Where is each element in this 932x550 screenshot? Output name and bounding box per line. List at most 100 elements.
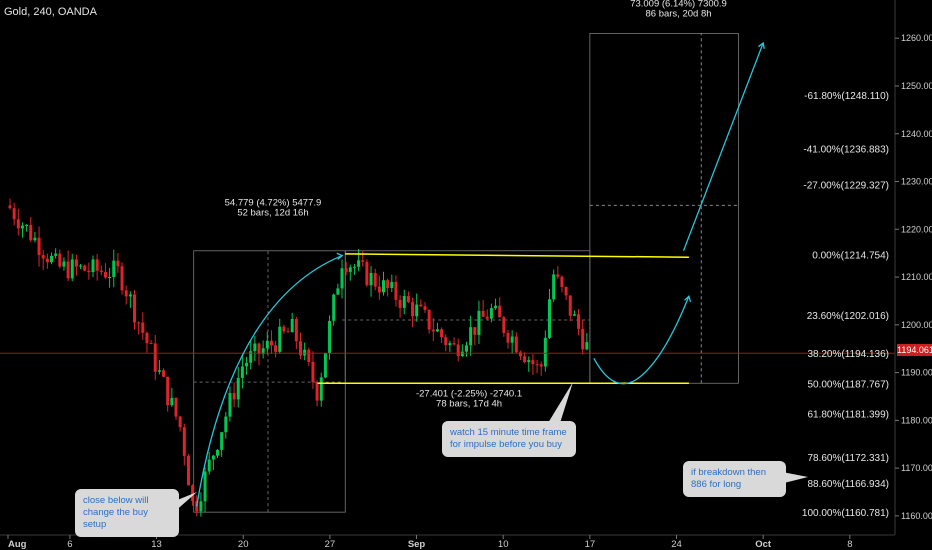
- measure-label: -27.401 (-2.25%) -2740.1: [416, 388, 522, 399]
- x-tick-label: Sep: [408, 539, 426, 550]
- candle-body: [103, 272, 107, 278]
- candle-body: [523, 356, 527, 363]
- candle-body: [514, 336, 518, 353]
- x-tick-label: 6: [67, 539, 72, 550]
- candle-body: [70, 259, 74, 279]
- candle-body: [328, 320, 332, 354]
- candle-body: [485, 316, 489, 319]
- candle-body: [307, 349, 311, 362]
- y-tick-label: 1170.000: [901, 463, 932, 473]
- candle-body: [411, 302, 415, 317]
- candle-body: [54, 253, 58, 256]
- fib-label: -41.00%(1236.883): [803, 145, 889, 156]
- candle-body: [415, 304, 419, 317]
- candle-body: [50, 255, 53, 263]
- candle-body: [340, 268, 344, 289]
- candle-body: [535, 364, 539, 366]
- candle-body: [95, 259, 99, 271]
- projection-arrow-up-head: [758, 41, 765, 50]
- x-tick-label: 10: [498, 539, 509, 550]
- candle-body: [548, 299, 551, 338]
- candle-body: [585, 342, 589, 350]
- projection-arc-past-head: [336, 252, 344, 260]
- fib-label: 100.00%(1160.781): [802, 508, 889, 519]
- candle-body: [332, 294, 336, 321]
- candle-body: [178, 416, 182, 428]
- candle-body: [311, 361, 315, 383]
- candle-body: [427, 309, 431, 330]
- candle-body: [232, 393, 236, 400]
- fib-label: 88.60%(1166.934): [807, 479, 889, 490]
- candle-body: [552, 274, 556, 300]
- y-tick-label: 1210.000: [901, 272, 932, 282]
- candle-body: [299, 341, 302, 356]
- fib-label: -27.00%(1229.327): [803, 181, 889, 192]
- candle-body: [74, 259, 78, 267]
- candle-body: [261, 348, 265, 354]
- candle-body: [224, 416, 228, 433]
- candle-body: [207, 459, 211, 472]
- candle-body: [282, 326, 286, 332]
- candle-body: [460, 351, 464, 356]
- candle-body: [203, 471, 207, 502]
- candle-body: [278, 326, 282, 352]
- candle-body: [473, 327, 477, 335]
- candle-body: [8, 205, 12, 209]
- resistance-line: [345, 253, 689, 258]
- note-impulse-tail: [548, 382, 573, 423]
- candle-body: [37, 237, 41, 256]
- projection-arc-past: [196, 254, 343, 507]
- measure-label-bars: 86 bars, 20d 8h: [646, 9, 712, 20]
- candle-body: [510, 336, 514, 343]
- candle-body: [518, 352, 522, 357]
- candle-body: [382, 280, 385, 293]
- candle-body: [186, 455, 190, 486]
- candle-body: [398, 299, 402, 308]
- candle-body: [543, 337, 547, 367]
- y-axis: 1260.000 1250.000 1240.000 1230.000 1220.000…: [894, 0, 932, 535]
- candle-body: [58, 253, 62, 267]
- candle-body: [191, 485, 195, 501]
- y-tick-label: 1200.000: [901, 320, 932, 330]
- candle-body: [149, 343, 153, 345]
- x-tick-label: 24: [671, 539, 682, 550]
- candle-body: [506, 332, 510, 343]
- measure-label-bars: 78 bars, 17d 4h: [436, 398, 502, 409]
- x-axis: Aug 6 13 20 27 Sep 10 17 24 Oct 8: [0, 534, 895, 550]
- candle-body: [166, 376, 170, 406]
- fib-label: 50.00%(1187.767): [807, 379, 889, 390]
- candle-body: [245, 362, 249, 367]
- candle-body: [20, 225, 24, 229]
- candle-body: [228, 393, 232, 417]
- candle-body: [303, 349, 307, 356]
- candle-body: [133, 294, 136, 323]
- candle-body: [170, 397, 174, 406]
- candle-body: [290, 318, 294, 333]
- candle-body: [216, 449, 219, 456]
- x-tick-label: 8: [847, 539, 852, 550]
- candle-body: [41, 255, 45, 259]
- candle-body: [220, 432, 224, 450]
- candle-body: [440, 329, 444, 338]
- candle-body: [240, 366, 244, 378]
- candle-body: [99, 270, 103, 273]
- candle-body: [33, 237, 37, 241]
- candle-body: [315, 382, 319, 401]
- candle-body: [431, 329, 435, 332]
- candle-body: [394, 281, 398, 300]
- candle-body: [153, 343, 157, 372]
- candle-body: [108, 277, 112, 279]
- candle-body: [444, 337, 448, 346]
- candle-body: [62, 261, 66, 267]
- candle-body: [357, 260, 361, 267]
- candle-body: [456, 344, 460, 356]
- y-tick-label: 1220.000: [901, 224, 932, 234]
- symbol-label: Gold, 240, OANDA: [4, 6, 97, 18]
- candle-body: [29, 224, 33, 241]
- candle-body: [124, 290, 128, 297]
- projection-arrow-up: [682, 42, 764, 252]
- candle-body: [66, 261, 70, 279]
- measure-box-target: [589, 33, 739, 384]
- candle-body: [373, 272, 377, 287]
